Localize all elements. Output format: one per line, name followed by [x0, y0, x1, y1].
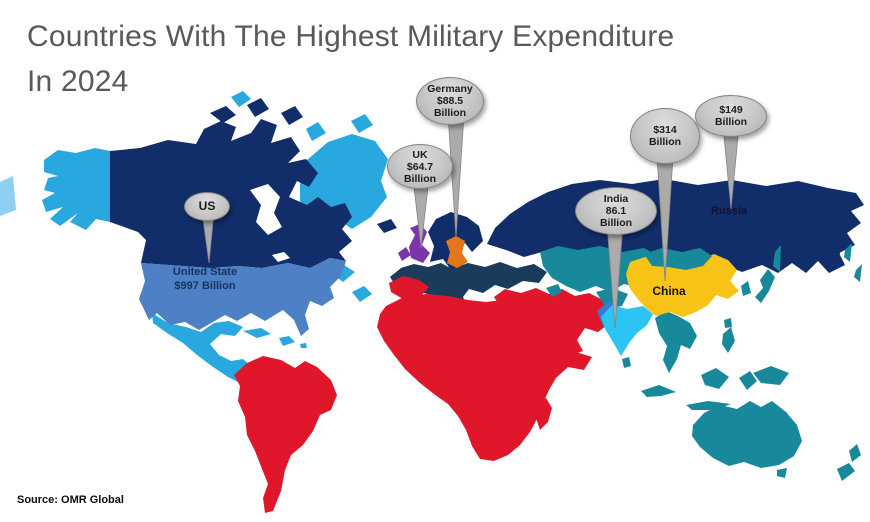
page-title: Countries With The Highest Military Expe…: [27, 14, 837, 104]
arctic-island: [281, 106, 303, 125]
island-kuril: [844, 243, 852, 262]
continent-africa: [377, 294, 592, 461]
arctic-island: [351, 114, 373, 133]
callout-germany-line3: Billion: [433, 107, 467, 119]
callout-germany-bubble: Germany $88.5 Billion: [416, 77, 484, 125]
island-new-guinea: [753, 366, 789, 385]
region-southeast-asia: [655, 311, 697, 373]
callout-uk-line2: $64.7: [406, 160, 434, 173]
callout-china-bubble: $314 Billion: [630, 108, 700, 164]
region-korea: [741, 281, 751, 296]
us-label-line2: $997 Billion: [174, 280, 236, 292]
country-far-east-sliver: [0, 176, 16, 216]
island-sulawesi: [739, 371, 757, 390]
arctic-island: [210, 106, 236, 123]
country-afghanistan: [596, 288, 628, 308]
country-alaska: [42, 148, 110, 230]
title-line-1: Countries With The Highest Military Expe…: [27, 20, 675, 53]
hudson-bay: [250, 184, 282, 235]
callout-india-bubble: India 86.1 Billion: [575, 187, 657, 235]
callout-us-bubble: US: [184, 192, 230, 221]
callout-uk-line1: UK: [412, 148, 428, 161]
region-europe: [390, 262, 547, 315]
source-credit: Source: OMR Global: [17, 494, 124, 506]
callout-india-line2: 86.1: [605, 205, 627, 217]
island-puerto-rico: [300, 343, 307, 348]
us-label-line1: United State: [172, 266, 238, 278]
island-sumatra: [641, 385, 676, 397]
map-label-united-states: United State $997 Billion: [145, 265, 265, 293]
island-kuril: [854, 264, 862, 282]
island-cuba: [243, 328, 271, 338]
country-new-zealand: [837, 463, 855, 481]
callout-china-line1: $314: [653, 124, 677, 136]
island-madagascar: [536, 398, 552, 430]
country-ireland: [398, 247, 411, 261]
country-japan: [755, 269, 775, 303]
region-middle-east: [494, 288, 615, 356]
title-line-2: In 2024: [27, 65, 129, 98]
map-label-china: China: [652, 284, 686, 298]
country-united-kingdom: [409, 224, 430, 263]
country-iceland: [377, 219, 397, 233]
callout-russia-line1: $149: [719, 104, 743, 116]
callout-us-text: US: [198, 199, 216, 213]
island-taiwan: [724, 318, 732, 328]
islands-philippines: [722, 327, 735, 353]
callout-china-line2: Billion: [648, 136, 682, 148]
callout-india-line3: Billion: [599, 217, 633, 229]
callout-india-line1: India: [603, 193, 629, 205]
country-india: [601, 305, 653, 356]
country-canada: [110, 119, 352, 268]
arctic-island: [306, 122, 326, 141]
callout-russia-line2: Billion: [714, 116, 748, 128]
callout-germany-line1: Germany: [427, 83, 473, 95]
region-caucasus: [546, 284, 562, 297]
country-germany: [446, 236, 468, 268]
country-new-zealand: [849, 444, 861, 462]
callout-uk-bubble: UK $64.7 Billion: [387, 144, 453, 189]
country-australia: [692, 401, 802, 468]
country-china: [626, 254, 739, 317]
country-mongolia: [644, 248, 712, 270]
country-mexico-central-america: [152, 313, 269, 383]
island-sri-lanka: [622, 357, 631, 368]
region-kamchatka: [823, 224, 843, 268]
arctic-island: [247, 98, 269, 117]
great-lakes: [272, 252, 290, 262]
island-tasmania: [777, 468, 787, 478]
arctic-island: [231, 91, 251, 107]
island-hispaniola: [279, 336, 295, 346]
country-united-states: [139, 258, 346, 336]
island-newfoundland: [352, 286, 372, 302]
callout-germany-line2: $88.5: [436, 95, 464, 107]
callout-uk-line3: Billion: [403, 172, 437, 185]
island-sakhalin: [773, 245, 781, 272]
callout-russia-bubble: $149 Billion: [695, 95, 767, 137]
country-spain: [389, 276, 429, 299]
map-label-russia: Russia: [710, 205, 748, 217]
island-borneo: [701, 368, 729, 389]
continent-south-america: [234, 356, 337, 513]
